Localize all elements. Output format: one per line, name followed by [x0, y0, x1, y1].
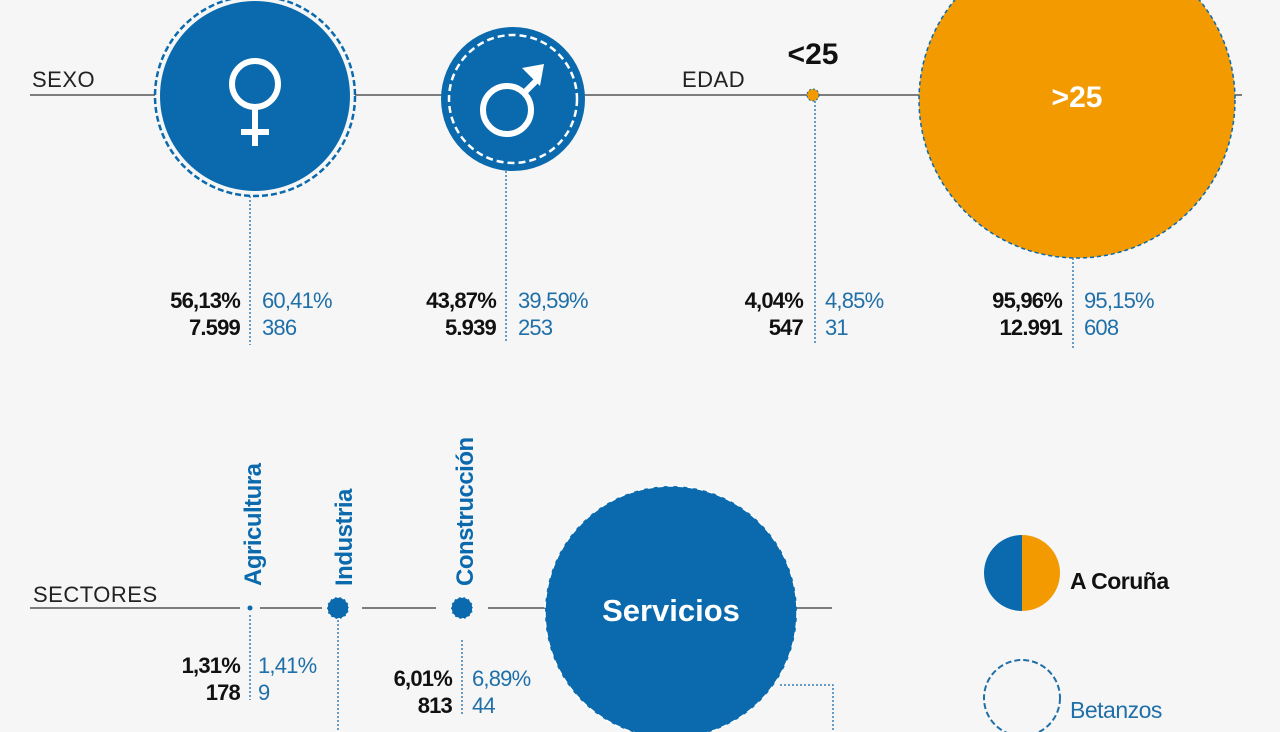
male-betanzos-pct: 39,59%: [518, 288, 588, 313]
sexo-label: SEXO: [32, 67, 95, 92]
legend-betanzos-swatch: [983, 659, 1061, 732]
construccion-label: Construcción: [452, 437, 479, 586]
agricultura-betanzos-n: 9: [258, 680, 270, 705]
under25-betanzos-n: 31: [825, 315, 848, 340]
over25-coruna-pct: 95,96%: [992, 288, 1062, 313]
male-betanzos-n: 253: [518, 315, 553, 340]
servicios-bubble: Servicios: [544, 485, 798, 732]
legend-a-coruna-swatch: [984, 535, 1060, 611]
legend: A Coruña Betanzos: [983, 535, 1170, 732]
under25-bubble: [806, 88, 820, 102]
industria-bubble: [326, 596, 350, 620]
female-coruna-n: 7.599: [189, 315, 241, 340]
construccion-betanzos-pct: 6,89%: [472, 666, 531, 691]
agricultura-label: Agricultura: [240, 462, 267, 586]
female-betanzos-n: 386: [262, 315, 297, 340]
legend-a-coruna-label: A Coruña: [1070, 568, 1169, 594]
male-bubble: [441, 27, 585, 171]
under25-label: <25: [788, 38, 839, 71]
male-coruna-n: 5.939: [445, 315, 497, 340]
under25-betanzos-pct: 4,85%: [825, 288, 884, 313]
under25-coruna-n: 547: [769, 315, 804, 340]
construccion-betanzos-n: 44: [472, 693, 495, 718]
female-bubble: [153, 0, 357, 198]
over25-label: >25: [1052, 81, 1103, 114]
industria-label: Industria: [331, 488, 358, 586]
over25-bubble: >25: [918, 0, 1236, 259]
sectores-label: SECTORES: [33, 582, 158, 607]
female-betanzos-pct: 60,41%: [262, 288, 332, 313]
female-coruna-pct: 56,13%: [170, 288, 240, 313]
male-coruna-pct: 43,87%: [426, 288, 496, 313]
construccion-coruna-n: 813: [418, 693, 453, 718]
servicios-label: Servicios: [602, 593, 740, 628]
under25-coruna-pct: 4,04%: [745, 288, 804, 313]
female-icon: [229, 58, 281, 146]
over25-betanzos-n: 608: [1084, 315, 1119, 340]
agricultura-betanzos-pct: 1,41%: [258, 653, 317, 678]
construccion-coruna-pct: 6,01%: [394, 666, 453, 691]
construccion-bubble: [450, 596, 474, 620]
agricultura-coruna-pct: 1,31%: [182, 653, 241, 678]
agricultura-coruna-n: 178: [206, 680, 241, 705]
over25-coruna-n: 12.991: [1000, 315, 1063, 340]
servicios-leader: [780, 684, 834, 732]
agricultura-bubble: [247, 605, 253, 611]
over25-betanzos-pct: 95,15%: [1084, 288, 1154, 313]
legend-betanzos-label: Betanzos: [1070, 697, 1162, 723]
edad-label: EDAD: [682, 67, 745, 92]
